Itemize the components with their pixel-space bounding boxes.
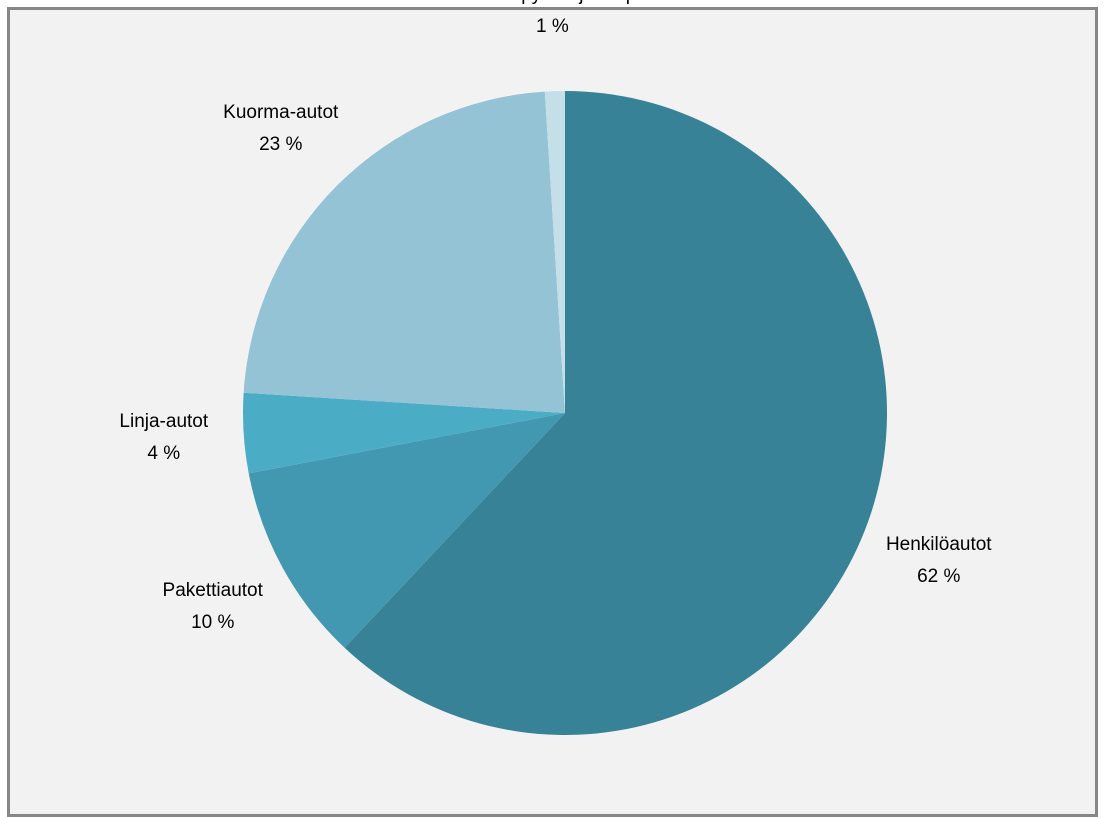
slice-label: Moottoripyörät ja mopot 1 %: [453, 0, 653, 43]
category-label: Moottoripyörät ja mopot: [453, 0, 653, 11]
category-label: Linja-autot: [119, 411, 209, 433]
pie-slice: [344, 91, 888, 735]
value-label: 4 %: [147, 443, 181, 465]
slice-label: Linja-autot 4 %: [119, 406, 208, 470]
category-label: Henkilöautot: [885, 533, 992, 555]
value-label: 23 %: [259, 133, 303, 155]
value-label: 10 %: [191, 611, 235, 633]
slice-label: Henkilöautot 62 %: [886, 529, 992, 593]
category-label: Pakettiautot: [162, 579, 263, 601]
value-label: 1 %: [535, 16, 569, 38]
value-label: 62 %: [917, 565, 961, 587]
pie-slice: [544, 91, 565, 413]
pie-slice: [243, 392, 566, 474]
slice-label: Kuorma-autot 23 %: [223, 97, 338, 161]
slice-label: Pakettiautot 10 %: [163, 575, 263, 639]
pie-slice: [243, 91, 566, 414]
category-label: Kuorma-autot: [223, 101, 339, 123]
pie-slice: [248, 413, 566, 648]
